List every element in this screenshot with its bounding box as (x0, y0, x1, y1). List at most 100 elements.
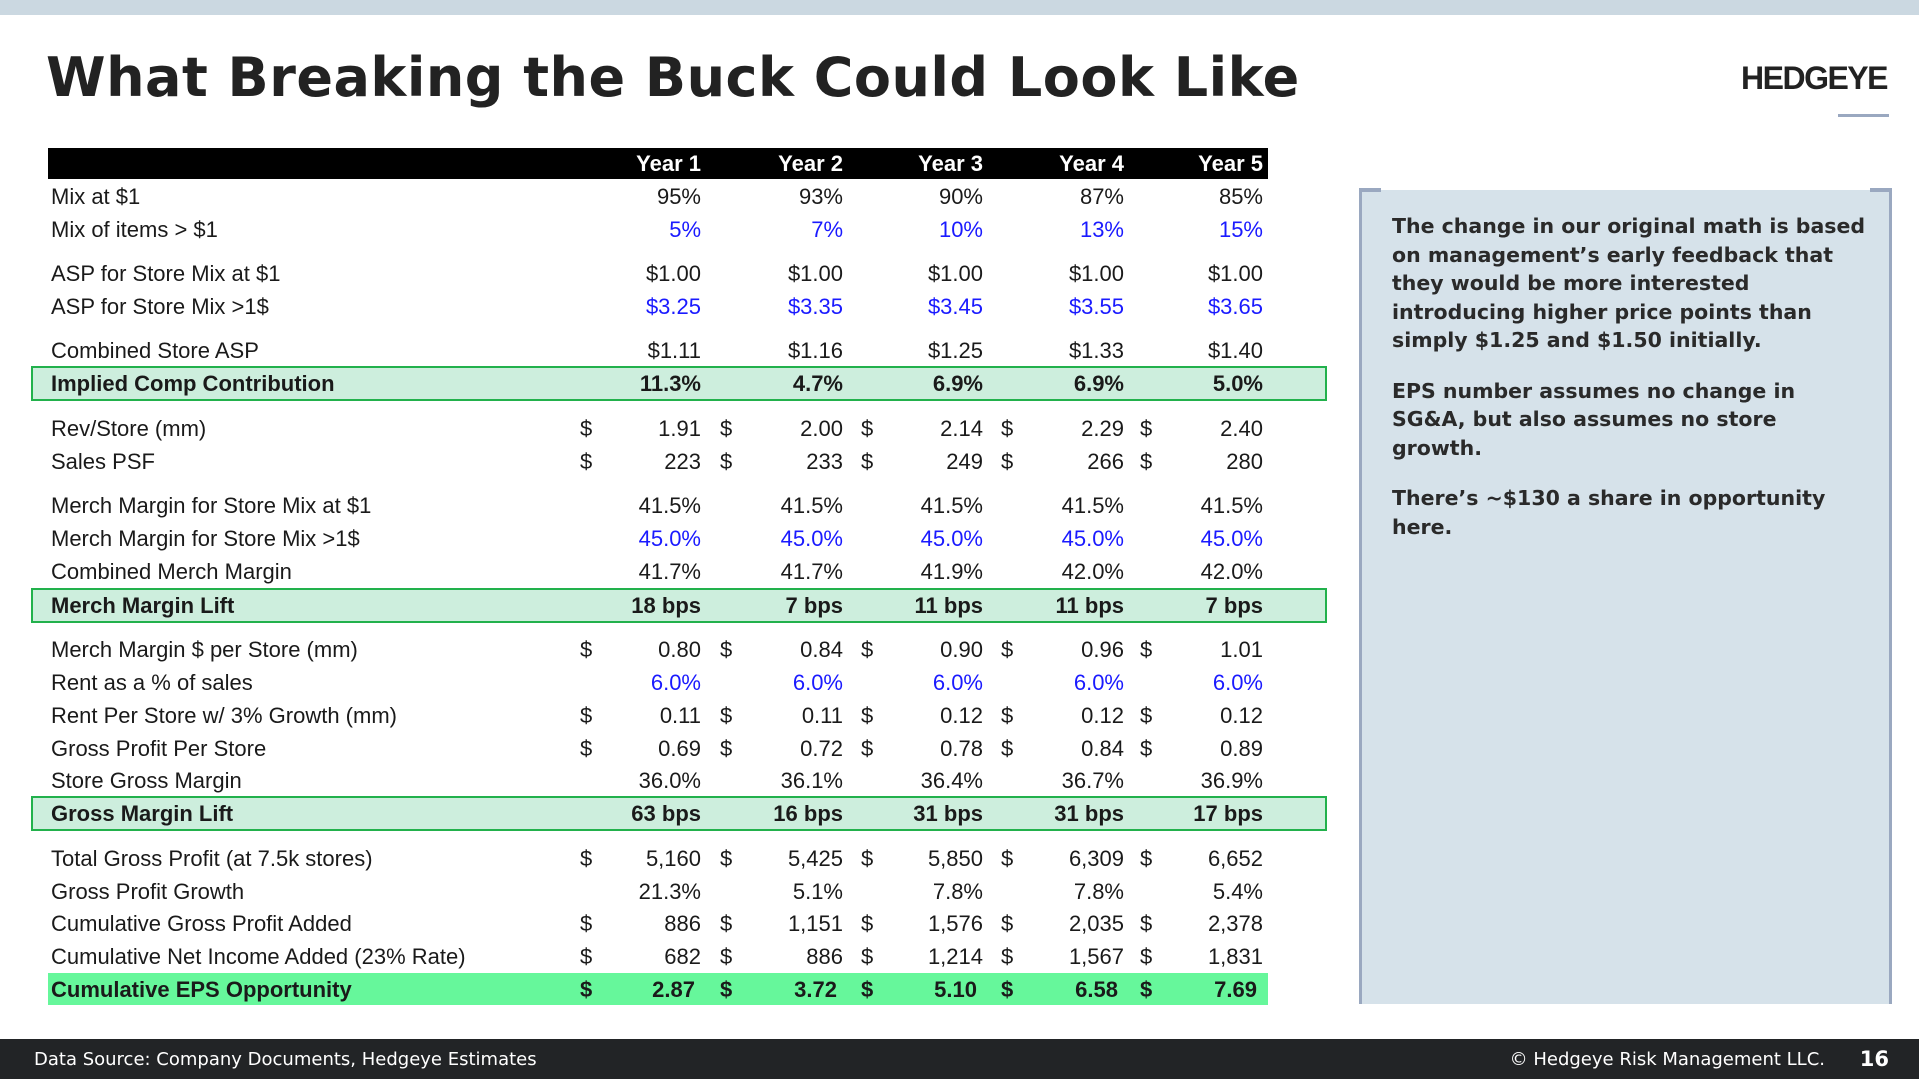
cell-value: 223 (664, 449, 701, 474)
cell-value: 45.0% (780, 526, 843, 551)
commentary-panel: The change in our original math is based… (1359, 188, 1892, 1004)
eps-highlight (48, 973, 1268, 1005)
table-row: Merch Margin for Store Mix >1$ 45.0% 45.0%… (48, 523, 1268, 553)
dollar-sign: $ (580, 703, 593, 728)
cell-value: 2,378 (1207, 911, 1263, 936)
row-label: Merch Margin Lift (51, 593, 235, 618)
column-header: Year 5 (1198, 151, 1263, 176)
row-label: ASP for Store Mix >1$ (51, 294, 269, 319)
table-row: Store Gross Margin 36.0% 36.1% 36.4% 36.7% 36… (48, 765, 1268, 795)
cell-value: 5,160 (645, 846, 701, 871)
row-label: Total Gross Profit (at 7.5k stores) (51, 846, 373, 871)
table-header: Year 1 Year 2 Year 3 Year 4 Year 5 (48, 148, 1268, 179)
cell-value: 13% (1079, 217, 1124, 242)
cell-value: 36.1% (780, 768, 843, 793)
row-label: Mix at $1 (51, 184, 141, 209)
table-row: Combined Store ASP $1.11 $1.16 $1.25 $1.33 $1… (48, 335, 1268, 365)
table-row: Gross Profit Per Store $0.69 $0.72 $0.78 $0.… (48, 733, 1268, 763)
cell-value: 5,425 (787, 846, 843, 871)
cell-value: 5.1% (792, 879, 843, 904)
cell-value: $3.35 (787, 294, 843, 319)
row-label: ASP for Store Mix at $1 (51, 261, 281, 286)
dollar-sign: $ (1001, 637, 1014, 662)
cell-value: 233 (806, 449, 843, 474)
dollar-sign: $ (720, 911, 733, 936)
cell-value: 5% (669, 217, 701, 242)
cell-value: 1,567 (1068, 944, 1124, 969)
footer: Data Source: Company Documents, Hedgeye … (0, 1039, 1919, 1079)
table-row: Merch Margin Lift 18 bps 7 bps 11 bps 11 bps… (48, 590, 1268, 620)
cell-value: 3.72 (794, 977, 837, 1002)
cell-value: 7.69 (1214, 977, 1257, 1002)
dollar-sign: $ (861, 911, 874, 936)
logo-underline (1838, 114, 1889, 117)
row-label: Rev/Store (mm) (51, 416, 207, 441)
cell-value: 886 (664, 911, 701, 936)
cell-value: 63 bps (631, 801, 701, 826)
dollar-sign: $ (861, 977, 874, 1002)
cell-value: 1,214 (927, 944, 983, 969)
cell-value: 87% (1079, 184, 1124, 209)
row-label: Combined Merch Margin (51, 559, 292, 584)
cell-value: 280 (1226, 449, 1263, 474)
row-label: Sales PSF (51, 449, 155, 474)
cell-value: 6.0% (1073, 670, 1124, 695)
cell-value: 5.10 (934, 977, 977, 1002)
table-row: Cumulative Net Income Added (23% Rate) $6… (48, 941, 1268, 971)
cell-value: 7.8% (1073, 879, 1124, 904)
cell-value: 4.7% (792, 371, 843, 396)
dollar-sign: $ (861, 944, 874, 969)
cell-value: 886 (806, 944, 843, 969)
dollar-sign: $ (1140, 846, 1153, 871)
dollar-sign: $ (861, 449, 874, 474)
cell-value: $1.00 (1068, 261, 1124, 286)
cell-value: 6.0% (792, 670, 843, 695)
cell-value: 0.72 (800, 736, 843, 761)
panel-paragraph: There’s ~$130 a share in opportunity her… (1392, 486, 1826, 539)
top-bar (0, 0, 1919, 15)
dollar-sign: $ (580, 944, 593, 969)
row-label: Rent as a % of sales (51, 670, 253, 695)
cell-value: 45.0% (638, 526, 701, 551)
dollar-sign: $ (861, 736, 874, 761)
cell-value: $3.45 (927, 294, 983, 319)
table-row: Merch Margin $ per Store (mm) $0.80 $0.84 $… (48, 634, 1268, 664)
dollar-sign: $ (580, 637, 593, 662)
dollar-sign: $ (1001, 449, 1014, 474)
panel-corner (1359, 188, 1381, 192)
cell-value: 41.5% (638, 493, 701, 518)
cell-value: 5.0% (1212, 371, 1263, 396)
cell-value: 682 (664, 944, 701, 969)
highlight-box (31, 796, 1327, 831)
cell-value: 18 bps (631, 593, 701, 618)
dollar-sign: $ (720, 944, 733, 969)
dollar-sign: $ (720, 637, 733, 662)
cell-value: 249 (946, 449, 983, 474)
cell-value: 1.91 (658, 416, 701, 441)
dollar-sign: $ (720, 977, 733, 1002)
table-row: Gross Profit Growth 21.3% 5.1% 7.8% 7.8% 5.4% (48, 876, 1268, 906)
cell-value: 0.90 (940, 637, 983, 662)
cell-value: 41.7% (638, 559, 701, 584)
dollar-sign: $ (720, 449, 733, 474)
cell-value: 1,831 (1207, 944, 1263, 969)
cell-value: $1.33 (1068, 338, 1124, 363)
row-label: Cumulative Net Income Added (23% Rate) (51, 944, 466, 969)
table-row: Sales PSF $223 $233 $249 $266 $280 (48, 446, 1268, 476)
cell-value: 45.0% (1200, 526, 1263, 551)
cell-value: 45.0% (920, 526, 983, 551)
cell-value: 90% (938, 184, 983, 209)
row-label: Store Gross Margin (51, 768, 242, 793)
cell-value: 1.01 (1220, 637, 1263, 662)
cell-value: 0.96 (1081, 637, 1124, 662)
dollar-sign: $ (1001, 703, 1014, 728)
cell-value: 266 (1087, 449, 1124, 474)
cell-value: 15% (1218, 217, 1263, 242)
column-header: Year 3 (918, 151, 983, 176)
cell-value: 0.12 (1081, 703, 1124, 728)
cell-value: $3.65 (1207, 294, 1263, 319)
cell-value: 42.0% (1061, 559, 1124, 584)
row-label: Cumulative EPS Opportunity (51, 977, 352, 1002)
cell-value: $1.16 (787, 338, 843, 363)
cell-value: 0.84 (800, 637, 843, 662)
